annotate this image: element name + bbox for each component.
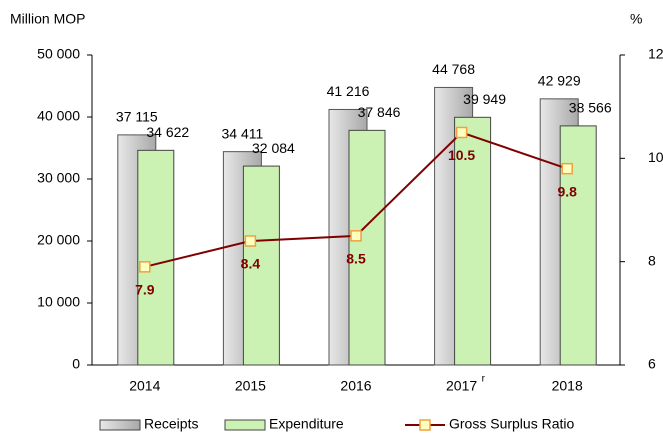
bar-value-label: 39 949 [463, 91, 506, 107]
line-value-label: 8.4 [241, 256, 261, 272]
y2-tick-label: 10 [648, 149, 663, 165]
y-tick-label: 40 000 [37, 108, 80, 124]
y-axis-label: Million MOP [10, 11, 85, 27]
legend-swatch [99, 419, 141, 431]
marker [350, 230, 362, 242]
bar-value-label: 42 929 [538, 73, 581, 89]
y-tick-label: 20 000 [37, 232, 80, 248]
y-tick-label: 10 000 [37, 294, 80, 310]
legend-label: Receipts [144, 416, 198, 432]
legend-label: Expenditure [269, 416, 344, 432]
y-tick-label: 50 000 [37, 46, 80, 62]
x-tick-label: 2014 [129, 378, 160, 394]
y2-tick-label: 12 [648, 46, 663, 62]
y2-tick-label: 8 [648, 252, 656, 268]
bar-value-label: 37 115 [116, 109, 158, 125]
bar-value-label: 34 411 [222, 125, 264, 141]
bar [559, 125, 597, 366]
marker [139, 261, 151, 273]
bar-value-label: 41 216 [327, 83, 370, 99]
line-value-label: 9.8 [557, 183, 577, 199]
x-tick-label: 2018 [552, 378, 583, 394]
y-tick-label: 0 [72, 356, 80, 372]
line-value-label: 8.5 [346, 251, 366, 267]
bar [137, 149, 175, 366]
bar-value-label: 34 622 [146, 124, 189, 140]
bar [348, 129, 386, 366]
legend-swatch [224, 419, 266, 431]
line-value-label: 10.5 [448, 147, 475, 163]
x-tick-superscript: r [482, 374, 486, 385]
bar-value-label: 32 084 [252, 140, 295, 156]
legend-label: Gross Surplus Ratio [449, 416, 574, 432]
x-tick-label: 2016 [340, 378, 371, 394]
y2-tick-label: 6 [648, 356, 656, 372]
marker [244, 235, 257, 247]
marker [455, 126, 468, 139]
y-tick-label: 30 000 [37, 170, 80, 186]
bar-value-label: 38 566 [569, 100, 612, 116]
bar [454, 116, 492, 366]
legend-marker [419, 419, 431, 431]
line-value-label: 7.9 [135, 282, 155, 298]
bar-value-label: 37 846 [358, 104, 401, 120]
bar [242, 165, 280, 366]
y2-axis-label: % [630, 11, 642, 27]
x-tick-label: 2015 [235, 378, 266, 394]
bar-value-label: 44 768 [432, 61, 475, 77]
marker [561, 162, 573, 175]
x-tick-label: 2017 [446, 378, 477, 394]
